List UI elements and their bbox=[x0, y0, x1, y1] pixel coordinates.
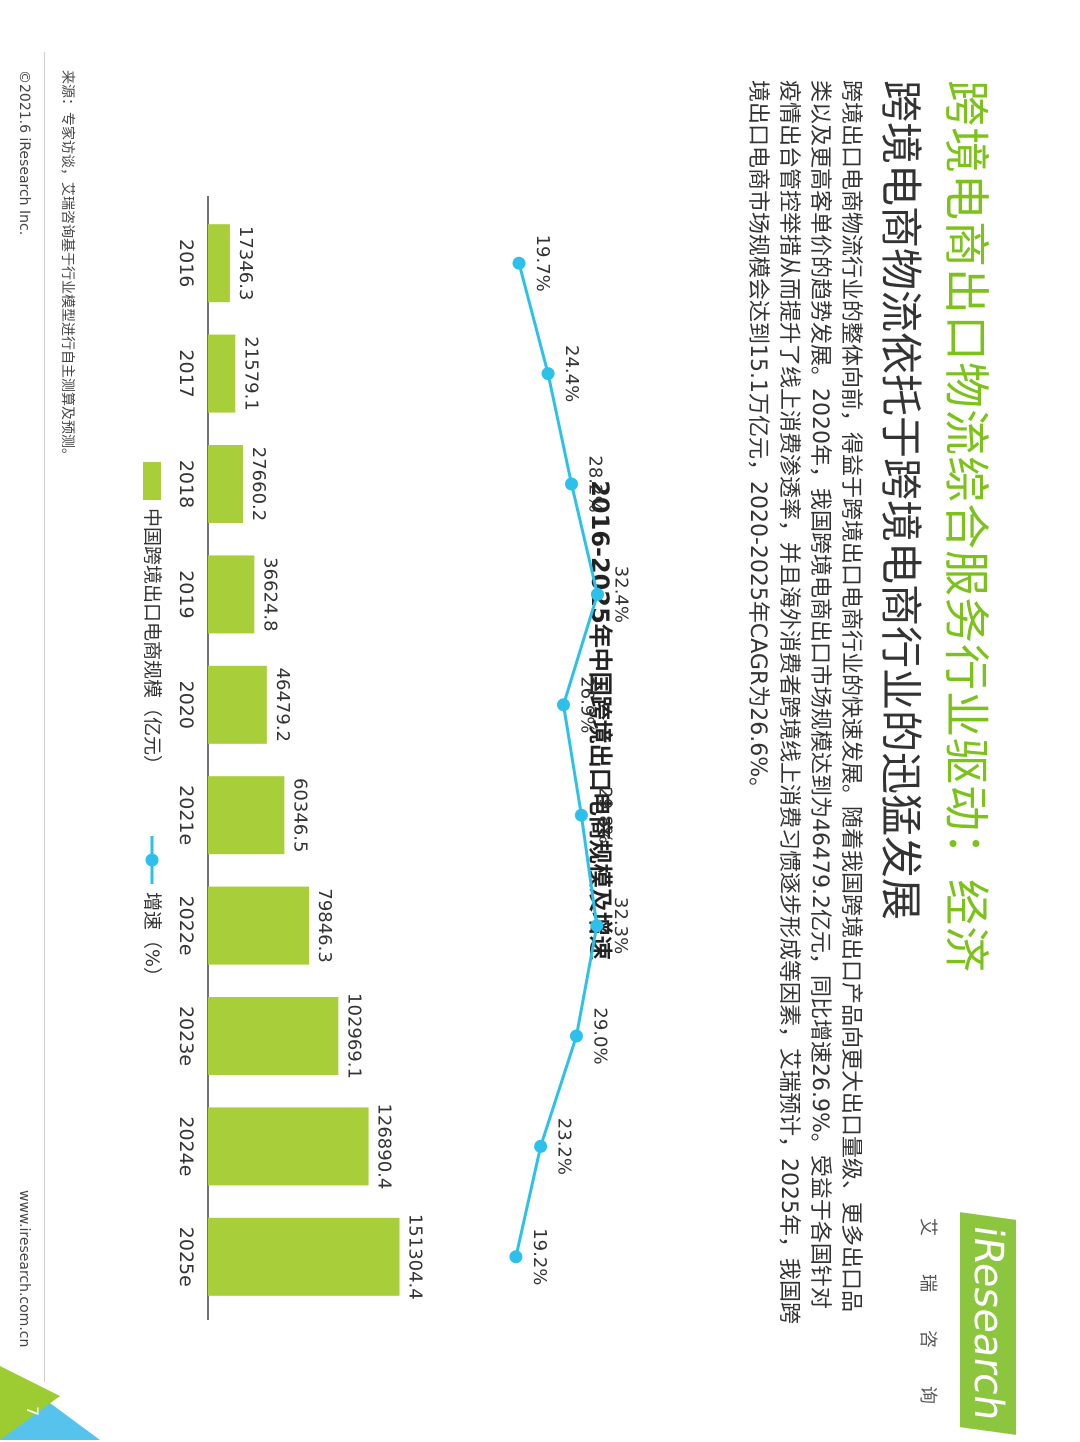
bar-label-2020: 46479.2 bbox=[272, 668, 293, 742]
growth-label-2023e: 29.0% bbox=[589, 1007, 610, 1064]
bar-2023e bbox=[208, 997, 339, 1075]
growth-point-2021e bbox=[574, 808, 588, 822]
bar-2016 bbox=[208, 224, 230, 303]
growth-point-2016 bbox=[512, 256, 526, 270]
x-tick-2018: 2018 bbox=[175, 460, 197, 508]
x-tick-2025e: 2025e bbox=[175, 1227, 197, 1287]
legend-marker-line bbox=[145, 853, 159, 867]
growth-point-2024e bbox=[534, 1139, 548, 1153]
growth-label-2016: 19.7% bbox=[532, 235, 553, 292]
x-tick-2024e: 2024e bbox=[175, 1116, 197, 1176]
x-tick-2016: 2016 bbox=[175, 239, 197, 287]
bar-2020 bbox=[207, 665, 267, 744]
growth-point-2018 bbox=[565, 477, 579, 491]
bar-label-2025e: 151304.4 bbox=[405, 1214, 426, 1300]
growth-label-2017: 24.4% bbox=[561, 345, 582, 402]
bar-label-2023e: 102969.1 bbox=[343, 993, 364, 1079]
bar-2022e bbox=[207, 886, 310, 965]
growth-label-2020: 26.9% bbox=[576, 676, 597, 733]
growth-point-2019 bbox=[590, 587, 604, 601]
website-link[interactable]: www.iresearch.com.cn bbox=[16, 1190, 32, 1348]
corner-triangles-icon bbox=[0, 1366, 100, 1440]
growth-label-2022e: 32.3% bbox=[610, 897, 631, 954]
x-tick-2021e: 2021e bbox=[175, 785, 197, 845]
growth-label-2021e: 29.8% bbox=[594, 787, 615, 844]
growth-label-2025e: 19.2% bbox=[529, 1228, 550, 1285]
bar-label-2022e: 79846.3 bbox=[314, 888, 335, 962]
footer-divider bbox=[44, 52, 45, 1382]
copyright: ©2021.6 iResearch Inc. bbox=[16, 70, 32, 236]
x-tick-2020: 2020 bbox=[175, 681, 197, 729]
x-tick-2022e: 2022e bbox=[175, 896, 197, 956]
growth-label-2024e: 23.2% bbox=[554, 1118, 575, 1175]
bar-2021e bbox=[208, 776, 285, 855]
x-tick-2023e: 2023e bbox=[175, 1006, 197, 1066]
growth-point-2020 bbox=[556, 698, 570, 712]
growth-point-2023e bbox=[569, 1029, 583, 1043]
growth-point-2017 bbox=[541, 367, 555, 381]
x-tick-2019: 2019 bbox=[175, 570, 197, 618]
legend-label-bar: 中国跨境出口电商规模（亿元） bbox=[141, 508, 163, 774]
bar-label-2018: 27660.2 bbox=[248, 447, 269, 521]
bar-label-2019: 36624.8 bbox=[259, 557, 280, 631]
bar-2024e bbox=[208, 1107, 369, 1186]
bar-2019 bbox=[207, 555, 255, 634]
legend-swatch-bar bbox=[143, 462, 161, 500]
growth-point-2025e bbox=[509, 1250, 523, 1264]
bar-2025e bbox=[208, 1217, 400, 1296]
growth-line bbox=[514, 262, 599, 1258]
page-number: 7 bbox=[23, 1406, 42, 1417]
growth-point-2022e bbox=[590, 919, 604, 933]
bar-label-2024e: 126890.4 bbox=[374, 1103, 395, 1189]
bar-label-2021e: 60346.5 bbox=[289, 778, 310, 852]
bar-2018 bbox=[208, 445, 244, 523]
corner-decoration: 7 bbox=[0, 1366, 100, 1440]
x-tick-2017: 2017 bbox=[175, 349, 197, 397]
bar-2017 bbox=[207, 334, 236, 413]
source-note: 来源：专家访谈，艾瑞咨询基于行业模型进行自主测算及预测。 bbox=[59, 70, 75, 462]
growth-label-2019: 32.4% bbox=[610, 566, 631, 623]
bar-label-2017: 21579.1 bbox=[240, 336, 261, 410]
bar-label-2016: 17346.3 bbox=[235, 226, 256, 300]
growth-label-2018: 28.2% bbox=[585, 455, 606, 512]
legend-label-line: 增速（%） bbox=[141, 892, 163, 986]
